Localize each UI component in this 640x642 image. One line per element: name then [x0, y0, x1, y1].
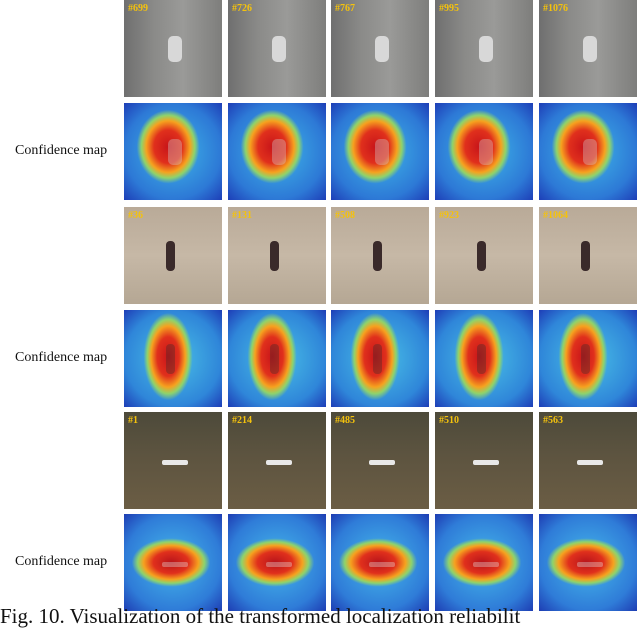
target-object	[473, 460, 499, 465]
target-overlay	[583, 139, 597, 165]
target-overlay	[375, 139, 389, 165]
target-object	[369, 460, 395, 465]
row-label: Confidence map	[15, 143, 108, 158]
video-frame: #767	[331, 0, 429, 97]
video-frame: #923	[435, 207, 533, 304]
target-object	[162, 460, 188, 465]
frame-number: #1	[128, 415, 138, 426]
video-frame: #1064	[539, 207, 637, 304]
video-frame: #508	[331, 207, 429, 304]
frame-number: #485	[335, 415, 355, 426]
target-overlay	[369, 562, 395, 567]
confidence-map	[228, 103, 326, 200]
confidence-map	[228, 514, 326, 611]
target-object	[373, 241, 382, 271]
video-frame: #131	[228, 207, 326, 304]
video-frame: #36	[124, 207, 222, 304]
confidence-map	[124, 310, 222, 407]
target-overlay	[266, 562, 292, 567]
frame-number: #923	[439, 210, 459, 221]
target-overlay	[168, 139, 182, 165]
target-overlay	[272, 139, 286, 165]
video-frame: #510	[435, 412, 533, 509]
frame-number: #563	[543, 415, 563, 426]
target-overlay	[473, 562, 499, 567]
video-frame: #1076	[539, 0, 637, 97]
video-frame: #995	[435, 0, 533, 97]
target-object	[479, 36, 493, 62]
frame-number: #214	[232, 415, 252, 426]
target-object	[581, 241, 590, 271]
confidence-map	[228, 310, 326, 407]
video-frame: #214	[228, 412, 326, 509]
target-object	[272, 36, 286, 62]
row-label: Confidence map	[15, 350, 108, 365]
confidence-map	[539, 103, 637, 200]
confidence-map	[539, 310, 637, 407]
target-object	[266, 460, 292, 465]
frame-number: #726	[232, 3, 252, 14]
confidence-map	[124, 514, 222, 611]
video-frame: #726	[228, 0, 326, 97]
target-overlay	[477, 344, 486, 374]
target-overlay	[479, 139, 493, 165]
frame-number: #699	[128, 3, 148, 14]
target-overlay	[270, 344, 279, 374]
confidence-map	[435, 514, 533, 611]
video-frame: #563	[539, 412, 637, 509]
frame-number: #767	[335, 3, 355, 14]
confidence-map	[539, 514, 637, 611]
target-object	[166, 241, 175, 271]
confidence-map	[435, 310, 533, 407]
target-overlay	[581, 344, 590, 374]
frame-number: #131	[232, 210, 252, 221]
target-overlay	[162, 562, 188, 567]
confidence-map	[331, 103, 429, 200]
target-overlay	[577, 562, 603, 567]
frame-number: #1076	[543, 3, 568, 14]
target-object	[583, 36, 597, 62]
video-frame: #699	[124, 0, 222, 97]
target-object	[577, 460, 603, 465]
confidence-map	[331, 310, 429, 407]
frame-number: #36	[128, 210, 143, 221]
frame-number: #1064	[543, 210, 568, 221]
frame-number: #510	[439, 415, 459, 426]
target-object	[168, 36, 182, 62]
target-object	[477, 241, 486, 271]
confidence-map	[435, 103, 533, 200]
confidence-map	[331, 514, 429, 611]
row-label: Confidence map	[15, 554, 108, 569]
target-overlay	[373, 344, 382, 374]
confidence-map	[124, 103, 222, 200]
video-frame: #1	[124, 412, 222, 509]
frame-number: #508	[335, 210, 355, 221]
target-overlay	[166, 344, 175, 374]
caption: Fig. 10. Visualization of the transforme…	[0, 604, 521, 628]
target-object	[270, 241, 279, 271]
target-object	[375, 36, 389, 62]
frame-number: #995	[439, 3, 459, 14]
video-frame: #485	[331, 412, 429, 509]
